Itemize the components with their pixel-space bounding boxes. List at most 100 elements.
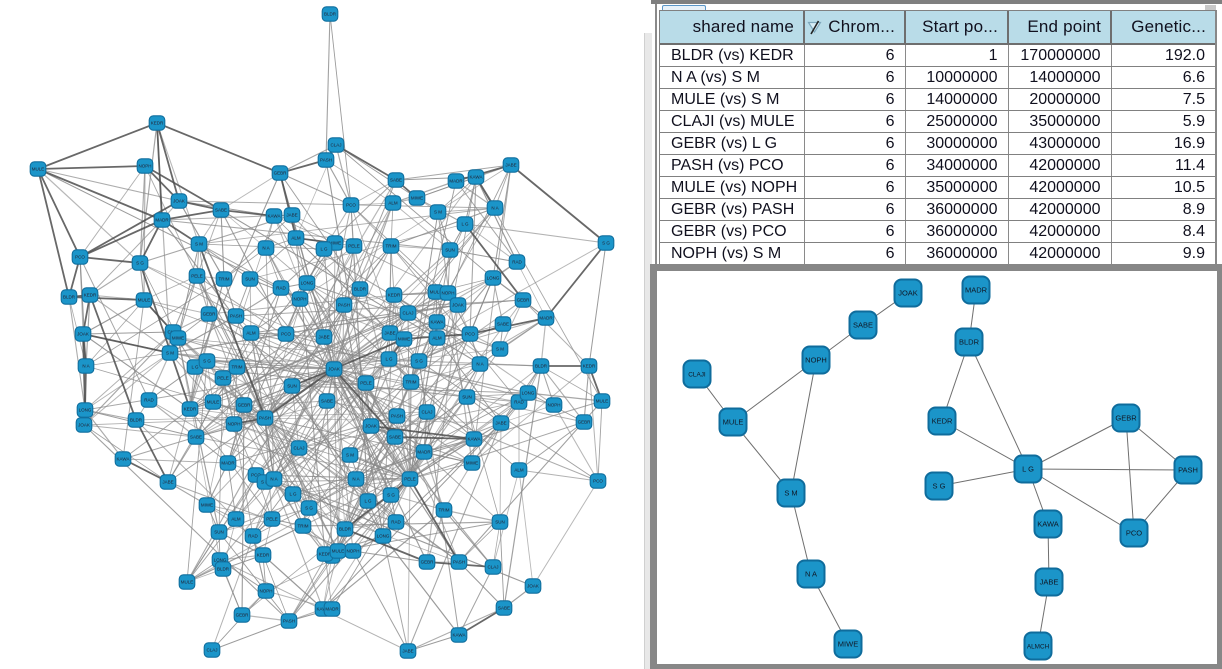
svg-text:L G: L G <box>320 247 328 252</box>
svg-text:SUN: SUN <box>245 277 255 282</box>
svg-text:BLDR: BLDR <box>63 295 76 300</box>
svg-text:TRIM: TRIM <box>439 508 450 513</box>
svg-text:S G: S G <box>305 506 313 511</box>
svg-text:S G: S G <box>203 359 211 364</box>
svg-text:GEBR: GEBR <box>236 613 250 618</box>
svg-text:LONG: LONG <box>79 408 92 413</box>
svg-text:SABE: SABE <box>498 606 510 611</box>
svg-text:GEBR: GEBR <box>421 560 435 565</box>
svg-text:MULE: MULE <box>181 580 194 585</box>
svg-text:JOAK: JOAK <box>328 367 340 372</box>
svg-text:NOPH: NOPH <box>293 297 306 302</box>
svg-text:LONG: LONG <box>214 558 227 563</box>
svg-text:PELE: PELE <box>266 517 278 522</box>
svg-text:ALM: ALM <box>231 517 241 522</box>
svg-text:BLDR: BLDR <box>130 418 143 423</box>
svg-text:JABE: JABE <box>384 331 395 336</box>
svg-text:S M: S M <box>784 488 797 497</box>
svg-text:MADR: MADR <box>449 179 463 184</box>
svg-text:KAWA: KAWA <box>317 607 330 612</box>
svg-text:MULE: MULE <box>723 417 744 426</box>
svg-text:JABE: JABE <box>318 335 329 340</box>
svg-text:N A: N A <box>352 477 359 482</box>
svg-text:S G: S G <box>933 481 946 490</box>
svg-text:MADR: MADR <box>221 461 235 466</box>
svg-text:PCO: PCO <box>1126 528 1142 537</box>
svg-text:S M: S M <box>166 351 174 356</box>
svg-text:PELE: PELE <box>360 381 372 386</box>
svg-text:SABE: SABE <box>321 399 333 404</box>
svg-text:NOPH: NOPH <box>805 355 827 364</box>
svg-text:CLAJ: CLAJ <box>206 648 217 653</box>
svg-text:MIWE: MIWE <box>398 337 410 342</box>
svg-text:SUN: SUN <box>445 248 455 253</box>
svg-text:CLAJ: CLAJ <box>330 143 341 148</box>
svg-text:JOAK: JOAK <box>452 303 464 308</box>
svg-text:S M: S M <box>434 210 442 215</box>
svg-text:L G: L G <box>364 499 372 504</box>
svg-text:RAD: RAD <box>514 400 524 405</box>
svg-text:KEDR: KEDR <box>184 407 197 412</box>
svg-text:PCO: PCO <box>346 203 356 208</box>
svg-text:GEBR: GEBR <box>238 403 252 408</box>
svg-text:L G: L G <box>289 492 297 497</box>
svg-text:ALMCH: ALMCH <box>1027 643 1050 650</box>
svg-text:BLDR: BLDR <box>959 337 980 346</box>
svg-text:NOPH: NOPH <box>259 589 272 594</box>
svg-text:JABE: JABE <box>286 213 297 218</box>
svg-text:PCO: PCO <box>281 332 291 337</box>
svg-text:MIWE: MIWE <box>172 336 184 341</box>
svg-text:S G: S G <box>415 359 423 364</box>
svg-text:KEDR: KEDR <box>319 552 332 557</box>
svg-text:TRIM: TRIM <box>219 277 230 282</box>
svg-text:N A: N A <box>82 364 89 369</box>
svg-text:GEBR: GEBR <box>578 420 592 425</box>
svg-text:SABE: SABE <box>497 322 509 327</box>
svg-text:KAWA: KAWA <box>470 175 483 180</box>
svg-text:JABE: JABE <box>495 421 506 426</box>
svg-text:RAD: RAD <box>391 520 401 525</box>
svg-text:ALM: ALM <box>514 468 524 473</box>
svg-text:JABE: JABE <box>505 163 516 168</box>
svg-text:KEDR: KEDR <box>388 293 401 298</box>
svg-text:CLAJ: CLAJ <box>487 565 498 570</box>
svg-text:TRIM: TRIM <box>298 524 309 529</box>
svg-text:S M: S M <box>496 347 504 352</box>
svg-text:JOAK: JOAK <box>173 199 185 204</box>
svg-text:MIWE: MIWE <box>466 461 478 466</box>
svg-text:MADR: MADR <box>965 285 988 294</box>
svg-text:PASH: PASH <box>338 303 350 308</box>
svg-text:CLAJ: CLAJ <box>293 446 304 451</box>
svg-text:N A: N A <box>270 477 277 482</box>
svg-text:LONG: LONG <box>377 534 390 539</box>
svg-text:PELE: PELE <box>348 244 360 249</box>
svg-text:MULE: MULE <box>207 400 220 405</box>
svg-text:GEBR: GEBR <box>1115 413 1137 422</box>
svg-text:JOAK: JOAK <box>527 584 539 589</box>
svg-text:N A: N A <box>491 206 498 211</box>
svg-text:MIWE: MIWE <box>411 196 423 201</box>
svg-text:PASH: PASH <box>283 619 295 624</box>
svg-text:PELE: PELE <box>217 376 229 381</box>
svg-text:JABE: JABE <box>402 649 413 654</box>
svg-text:NOPH: NOPH <box>138 164 151 169</box>
svg-text:RAD: RAD <box>512 260 522 265</box>
svg-text:SUN: SUN <box>495 520 505 525</box>
svg-text:ALM: ALM <box>432 336 442 341</box>
svg-text:SABE: SABE <box>390 178 402 183</box>
svg-text:L G: L G <box>1022 464 1034 473</box>
svg-text:CLAJ: CLAJ <box>402 311 413 316</box>
svg-text:MADR: MADR <box>325 607 339 612</box>
svg-text:CLAJI: CLAJI <box>688 371 706 378</box>
svg-text:NOPH: NOPH <box>441 291 454 296</box>
svg-text:TRIM: TRIM <box>386 244 397 249</box>
svg-text:MIWE: MIWE <box>329 241 341 246</box>
svg-text:KAWA: KAWA <box>431 320 444 325</box>
svg-text:PASH: PASH <box>259 416 271 421</box>
svg-text:S M: S M <box>195 242 203 247</box>
svg-text:GEBR: GEBR <box>517 298 531 303</box>
svg-text:S M: S M <box>261 480 269 485</box>
svg-text:MADR: MADR <box>155 218 169 223</box>
svg-text:MULE: MULE <box>596 399 609 404</box>
svg-text:BLDR: BLDR <box>535 364 548 369</box>
